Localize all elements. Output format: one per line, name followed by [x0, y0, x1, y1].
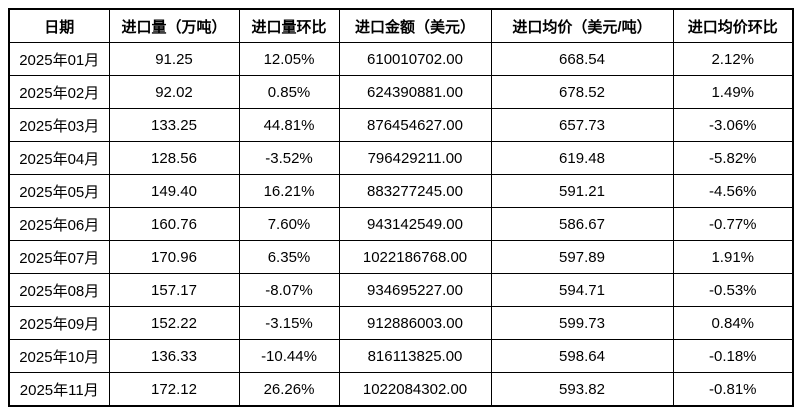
header-cell: 进口量环比	[238, 8, 340, 43]
table-cell: 2025年11月	[8, 372, 110, 407]
table-cell: -3.06%	[672, 108, 794, 142]
table-cell: 876454627.00	[338, 108, 492, 142]
header-row: 日期 进口量（万吨） 进口量环比 进口金额（美元） 进口均价（美元/吨） 进口均价环比	[8, 8, 794, 43]
table-cell: 599.73	[490, 306, 674, 340]
table-cell: 2.12%	[672, 42, 794, 76]
header-cell: 进口量（万吨）	[108, 8, 240, 43]
table-cell: 6.35%	[238, 240, 340, 274]
table-cell: 591.21	[490, 174, 674, 208]
table-cell: 0.84%	[672, 306, 794, 340]
table-cell: -3.15%	[238, 306, 340, 340]
table-cell: 598.64	[490, 339, 674, 373]
table-cell: -5.82%	[672, 141, 794, 175]
table-row: 2025年09月 152.22 -3.15% 912886003.00 599.73 0.…	[8, 306, 794, 340]
table-cell: -10.44%	[238, 339, 340, 373]
table-cell: 172.12	[108, 372, 240, 407]
table-cell: -0.77%	[672, 207, 794, 241]
table-cell: 2025年04月	[8, 141, 110, 175]
table-cell: 2025年08月	[8, 273, 110, 307]
table-cell: 157.17	[108, 273, 240, 307]
table-row: 2025年05月 149.40 16.21% 883277245.00 591.21 -4…	[8, 174, 794, 208]
table-cell: 91.25	[108, 42, 240, 76]
table-cell: 12.05%	[238, 42, 340, 76]
table-cell: 912886003.00	[338, 306, 492, 340]
table-cell: 1.49%	[672, 75, 794, 109]
table-row: 2025年08月 157.17 -8.07% 934695227.00 594.71 -0…	[8, 273, 794, 307]
table-cell: -0.81%	[672, 372, 794, 407]
table-row: 2025年02月 92.02 0.85% 624390881.00 678.52 1.49…	[8, 75, 794, 109]
header-cell: 进口均价环比	[672, 8, 794, 43]
table-row: 2025年04月 128.56 -3.52% 796429211.00 619.48 -5…	[8, 141, 794, 175]
import-data-table-container: 日期 进口量（万吨） 进口量环比 进口金额（美元） 进口均价（美元/吨） 进口均价环比 2…	[8, 8, 794, 407]
table-cell: 2025年03月	[8, 108, 110, 142]
table-cell: 593.82	[490, 372, 674, 407]
table-cell: 160.76	[108, 207, 240, 241]
table-cell: 934695227.00	[338, 273, 492, 307]
table-cell: 1022084302.00	[338, 372, 492, 407]
table-cell: 816113825.00	[338, 339, 492, 373]
table-cell: -4.56%	[672, 174, 794, 208]
header-cell: 进口金额（美元）	[338, 8, 492, 43]
table-cell: -8.07%	[238, 273, 340, 307]
table-row: 2025年10月 136.33 -10.44% 816113825.00 598.64-…	[8, 339, 794, 373]
table-cell: 16.21%	[238, 174, 340, 208]
table-cell: -0.18%	[672, 339, 794, 373]
table-cell: 7.60%	[238, 207, 340, 241]
header-cell: 日期	[8, 8, 110, 43]
table-cell: 149.40	[108, 174, 240, 208]
table-cell: 796429211.00	[338, 141, 492, 175]
table-cell: 1022186768.00	[338, 240, 492, 274]
table-cell: 657.73	[490, 108, 674, 142]
table-cell: 619.48	[490, 141, 674, 175]
table-cell: 26.26%	[238, 372, 340, 407]
table-cell: 133.25	[108, 108, 240, 142]
table-header: 日期 进口量（万吨） 进口量环比 进口金额（美元） 进口均价（美元/吨） 进口均价环比	[8, 8, 794, 43]
table-cell: 152.22	[108, 306, 240, 340]
table-cell: 2025年01月	[8, 42, 110, 76]
table-cell: 0.85%	[238, 75, 340, 109]
table-cell: 678.52	[490, 75, 674, 109]
table-cell: 170.96	[108, 240, 240, 274]
table-cell: 610010702.00	[338, 42, 492, 76]
table-cell: 2025年07月	[8, 240, 110, 274]
header-cell: 进口均价（美元/吨）	[490, 8, 674, 43]
table-cell: 136.33	[108, 339, 240, 373]
table-cell: 2025年09月	[8, 306, 110, 340]
table-cell: 44.81%	[238, 108, 340, 142]
table-cell: -0.53%	[672, 273, 794, 307]
table-cell: 2025年06月	[8, 207, 110, 241]
import-data-table: 日期 进口量（万吨） 进口量环比 进口金额（美元） 进口均价（美元/吨） 进口均价环比 2…	[8, 8, 794, 407]
table-cell: 92.02	[108, 75, 240, 109]
table-cell: 597.89	[490, 240, 674, 274]
table-row: 2025年01月 91.25 12.05% 610010702.00 668.54 2.1…	[8, 42, 794, 76]
table-cell: 594.71	[490, 273, 674, 307]
table-row: 2025年06月 160.76 7.60% 943142549.00 586.67 -0.…	[8, 207, 794, 241]
table-row: 2025年07月 170.96 6.35% 1022186768.00 597.89 1.…	[8, 240, 794, 274]
table-cell: 2025年05月	[8, 174, 110, 208]
table-cell: 1.91%	[672, 240, 794, 274]
table-cell: -3.52%	[238, 141, 340, 175]
table-row: 2025年11月 172.12 26.26% 1022084302.00 593.82-…	[8, 372, 794, 407]
table-cell: 668.54	[490, 42, 674, 76]
table-cell: 624390881.00	[338, 75, 492, 109]
table-cell: 2025年10月	[8, 339, 110, 373]
table-cell: 586.67	[490, 207, 674, 241]
table-cell: 883277245.00	[338, 174, 492, 208]
table-cell: 943142549.00	[338, 207, 492, 241]
table-cell: 128.56	[108, 141, 240, 175]
table-row: 2025年03月 133.25 44.81% 876454627.00 657.73 -3…	[8, 108, 794, 142]
table-body: 2025年01月 91.25 12.05% 610010702.00 668.54 2.1…	[8, 42, 794, 407]
table-cell: 2025年02月	[8, 75, 110, 109]
